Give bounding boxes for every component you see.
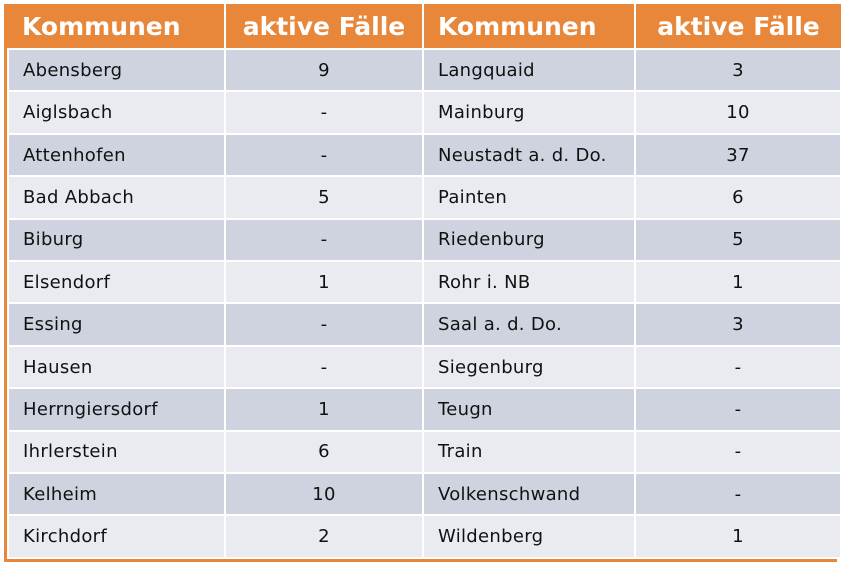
header-cell: aktive Fälle [224,4,423,49]
table-body: Abensberg 9 Langquaid 3 Aiglsbach - Mainburg 10… [7,47,841,559]
table-row: Biburg - Riedenburg 5 [7,217,841,263]
case-count-cell: 37 [634,132,841,178]
municipality-cell: Herrngiersdorf [7,387,226,432]
case-count-cell: 6 [224,429,424,475]
header-row: Kommunen aktive Fälle Kommunen aktive Fälle [8,4,841,49]
case-count-cell: 3 [634,47,841,93]
table-frame: Kommunen aktive Fälle Kommunen aktive Fälle… [4,4,841,562]
case-count-cell: - [224,302,424,347]
case-count-cell: - [634,472,841,517]
case-count-cell: - [634,429,841,475]
case-count-cell: 10 [634,90,841,135]
municipality-cell: Mainburg [422,90,636,135]
municipality-cell: Attenhofen [7,132,226,178]
municipality-cell: Neustadt a. d. Do. [422,132,636,178]
municipality-cell: Rohr i. NB [422,260,636,305]
table-row: Bad Abbach 5 Painten 6 [7,175,841,220]
municipality-cell: Siegenburg [422,344,636,390]
municipality-cell: Langquaid [422,47,636,93]
case-count-cell: - [224,90,424,135]
case-count-cell: 10 [224,472,424,517]
municipality-cell: Kirchdorf [7,514,226,559]
municipality-cell: Hausen [7,344,226,390]
case-count-cell: 1 [634,260,841,305]
table-row: Kirchdorf 2 Wildenberg 1 [7,514,841,559]
municipality-cell: Painten [422,175,636,220]
municipality-cell: Bad Abbach [7,175,226,220]
municipality-cell: Kelheim [7,472,226,517]
case-count-cell: - [634,387,841,432]
municipality-cell: Saal a. d. Do. [422,302,636,347]
table-row: Essing - Saal a. d. Do. 3 [7,302,841,347]
municipality-cell: Riedenburg [422,217,636,263]
municipality-cell: Essing [7,302,226,347]
table-row: Aiglsbach - Mainburg 10 [7,90,841,135]
case-count-cell: 9 [224,47,424,93]
table: Kommunen aktive Fälle Kommunen aktive Fälle… [7,4,841,559]
case-count-cell: - [224,217,424,263]
table-row: Kelheim 10 Volkenschwand - [7,472,841,517]
header-cell: aktive Fälle [634,4,841,49]
header-cell: Kommunen [8,4,225,49]
table-row: Herrngiersdorf 1 Teugn - [7,387,841,432]
case-count-cell: 1 [224,260,424,305]
case-count-cell: 1 [634,514,841,559]
table-row: Abensberg 9 Langquaid 3 [7,47,841,93]
case-count-cell: 5 [634,217,841,263]
table-row: Hausen - Siegenburg - [7,344,841,390]
case-count-cell: - [224,132,424,178]
municipality-cell: Elsendorf [7,260,226,305]
municipality-cell: Teugn [422,387,636,432]
case-count-cell: 1 [224,387,424,432]
table-row: Ihrlerstein 6 Train - [7,429,841,475]
table-row: Elsendorf 1 Rohr i. NB 1 [7,260,841,305]
municipality-cell: Volkenschwand [422,472,636,517]
table-row: Attenhofen - Neustadt a. d. Do. 37 [7,132,841,178]
municipality-cell: Biburg [7,217,226,263]
case-count-cell: 3 [634,302,841,347]
municipality-cell: Aiglsbach [7,90,226,135]
case-count-cell: - [224,344,424,390]
header-cell: Kommunen [422,4,635,49]
case-count-cell: 2 [224,514,424,559]
case-count-cell: 5 [224,175,424,220]
municipality-cell: Train [422,429,636,475]
municipality-cell: Abensberg [7,47,226,93]
municipality-cell: Wildenberg [422,514,636,559]
case-count-cell: - [634,344,841,390]
municipality-cell: Ihrlerstein [7,429,226,475]
case-count-cell: 6 [634,175,841,220]
